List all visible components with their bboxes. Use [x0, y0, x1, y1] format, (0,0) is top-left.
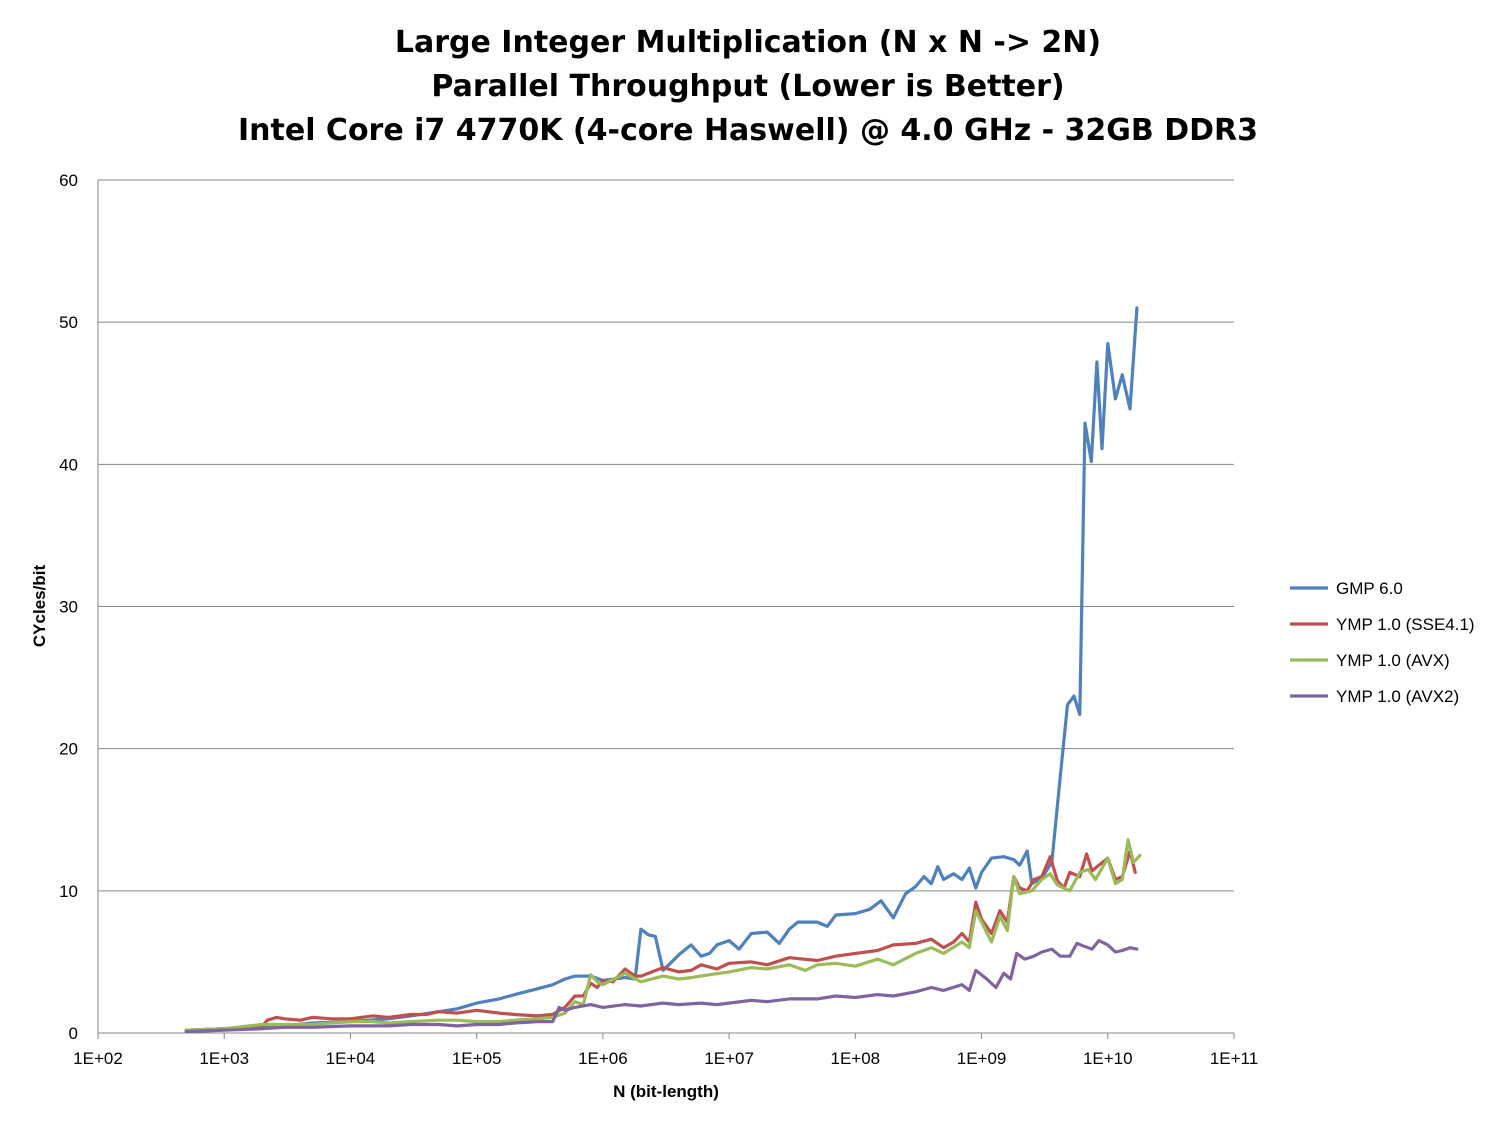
y-tick-label: 0 — [69, 1024, 78, 1043]
x-tick-label: 1E+05 — [452, 1049, 502, 1068]
x-tick-label: 1E+03 — [199, 1049, 249, 1068]
chart-title-line-2: Parallel Throughput (Lower is Better) — [431, 69, 1064, 104]
y-tick-label: 10 — [59, 882, 78, 901]
x-tick-label: 1E+08 — [831, 1049, 881, 1068]
series-line-1 — [184, 849, 1137, 1032]
y-tick-label: 60 — [59, 171, 78, 190]
y-axis-title: CYcles/bit — [30, 565, 49, 648]
legend-label: YMP 1.0 (SSE4.1) — [1336, 615, 1475, 634]
y-tick-label: 20 — [59, 740, 78, 759]
y-tick-label: 50 — [59, 313, 78, 332]
x-tick-label: 1E+10 — [1083, 1049, 1133, 1068]
legend-label: YMP 1.0 (AVX2) — [1336, 687, 1459, 706]
legend-label: YMP 1.0 (AVX) — [1336, 651, 1450, 670]
gridlines — [98, 179, 1234, 892]
x-tick-label: 1E+07 — [704, 1049, 754, 1068]
chart-title-line-3: Intel Core i7 4770K (4-core Haswell) @ 4… — [238, 113, 1258, 148]
x-tick-label: 1E+11 — [1210, 1049, 1258, 1068]
legend-label: GMP 6.0 — [1336, 579, 1403, 598]
chart-title: Large Integer Multiplication (N x N -> 2… — [238, 25, 1258, 148]
series-line-3 — [184, 938, 1139, 1034]
series-line-0 — [184, 306, 1139, 1032]
series-line-2 — [184, 838, 1142, 1032]
y-tick-label: 40 — [59, 455, 78, 474]
chart-title-line-1: Large Integer Multiplication (N x N -> 2… — [395, 25, 1101, 60]
x-tick-label: 1E+09 — [957, 1049, 1007, 1068]
axes — [97, 180, 1235, 1039]
x-axis-title: N (bit-length) — [613, 1082, 719, 1101]
series-lines — [184, 306, 1142, 1034]
x-tick-label: 1E+04 — [326, 1049, 376, 1068]
y-tick-label: 30 — [59, 598, 78, 617]
x-axis-tick-labels: 1E+02 1E+03 1E+04 1E+05 1E+06 1E+07 1E+08 1E+09… — [73, 1049, 1258, 1068]
x-tick-label: 1E+06 — [578, 1049, 628, 1068]
x-tick-label: 1E+02 — [73, 1049, 123, 1068]
y-axis-tick-labels: 0 10 20 30 40 50 60 — [59, 171, 78, 1043]
legend: GMP 6.0 YMP 1.0 (SSE4.1) YMP 1.0 (AVX) YMP … — [1290, 579, 1475, 706]
